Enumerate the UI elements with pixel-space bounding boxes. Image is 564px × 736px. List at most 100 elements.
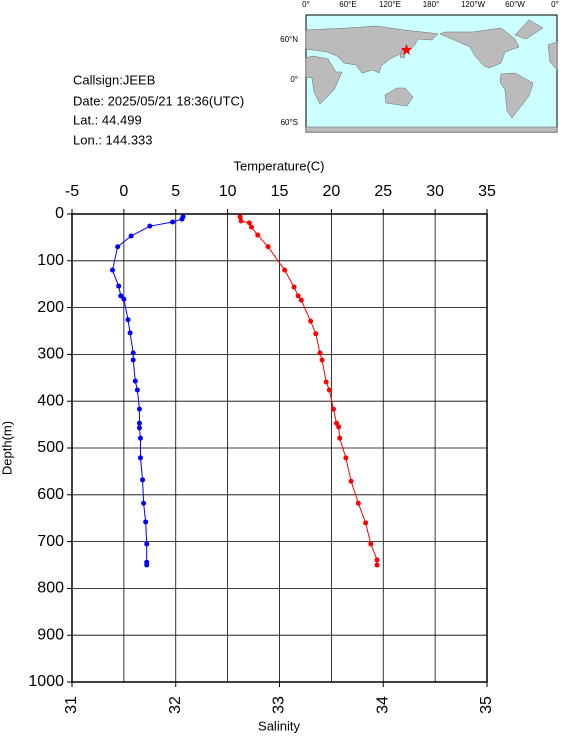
map-lon-label: 0° (302, 0, 310, 9)
australia (384, 87, 414, 107)
x-tick-label: 20 (322, 183, 340, 200)
eurasia (305, 25, 439, 74)
y-tick-label: 100 (37, 252, 64, 269)
profile-point (136, 406, 142, 412)
profile-point (130, 357, 136, 363)
profile-point (238, 218, 244, 224)
profile-point (125, 317, 131, 323)
profile-point (144, 541, 150, 547)
profile-point (374, 557, 380, 563)
profile-point (355, 500, 361, 506)
station-marker (401, 44, 412, 55)
map-lon-label: 120°E (379, 0, 401, 9)
map-lon-label: 180° (423, 0, 440, 9)
y-tick-label: 200 (37, 299, 64, 316)
profile-point (246, 220, 252, 226)
plot-frame (71, 213, 488, 683)
profile-point (136, 420, 142, 426)
profile-point (348, 478, 354, 484)
profile-point (132, 378, 138, 384)
info-line: Lon.: 144.333 (73, 132, 153, 147)
profile-point (170, 219, 176, 225)
map-lat-label: 60°N (280, 35, 298, 44)
profile-point (336, 424, 342, 430)
profile-point (330, 406, 336, 412)
y-tick-label: 0 (55, 205, 64, 222)
x-tick-label: -5 (65, 183, 79, 200)
profile-point (374, 562, 380, 568)
profile-point (337, 435, 343, 441)
profile-point (137, 435, 143, 441)
x-tick-label: 5 (171, 183, 180, 200)
map-lon-label: 120°W (461, 0, 486, 9)
x2-tick-label: 32 (167, 696, 184, 714)
profile-point (255, 232, 261, 238)
profile-point (147, 223, 153, 229)
profile-point (128, 233, 134, 239)
profile-point (265, 244, 271, 250)
profile-point (319, 357, 325, 363)
profile-point (291, 284, 297, 290)
profile-point (137, 455, 143, 461)
y-tick-label: 600 (37, 486, 64, 503)
profile-line (239, 216, 378, 565)
y-tick-label: 300 (37, 346, 64, 363)
x2-tick-label: 33 (271, 696, 288, 714)
profile-point (313, 331, 319, 337)
x2-tick-label: 34 (374, 696, 391, 714)
map-lon-label: 60°W (505, 0, 525, 9)
info-line: Lat.: 44.499 (73, 112, 142, 127)
north-america (439, 27, 520, 69)
y-tick-label: 700 (37, 533, 64, 550)
x2-tick-label: 31 (63, 696, 80, 714)
map-lon-label: 60°E (339, 0, 356, 9)
y-tick-label: 900 (37, 626, 64, 643)
profile-point (323, 379, 329, 385)
profile-point (141, 500, 147, 506)
profile-line (111, 216, 184, 565)
south-america (499, 72, 534, 119)
x-axis-title: Temperature(C) (233, 158, 324, 173)
profile-point (116, 283, 122, 289)
profile-point (130, 350, 136, 356)
x-tick-label: 30 (426, 183, 444, 200)
profile-point (144, 562, 150, 568)
africa (305, 55, 343, 105)
map-lon-label: 0° (551, 0, 559, 9)
profile-point (343, 455, 349, 461)
x-tick-label: 35 (478, 183, 496, 200)
profile-point (334, 420, 340, 426)
europe-africa-edge (547, 41, 558, 71)
map-lat-label: 0° (290, 75, 298, 84)
profile-point (368, 541, 374, 547)
info-line: Date: 2025/05/21 18:36(UTC) (73, 93, 244, 108)
profile-point (237, 214, 243, 220)
profile-point (109, 267, 115, 273)
map-lat-label: 60°S (281, 118, 298, 127)
profile-point (143, 519, 149, 525)
profile-point (308, 318, 314, 324)
antarctica (305, 126, 558, 133)
profile-point (136, 425, 142, 431)
profile-point (317, 350, 323, 356)
profile-point (140, 477, 146, 483)
x2-tick-label: 35 (478, 696, 495, 714)
y-axis-title: Depth(m) (0, 421, 14, 475)
profile-point (134, 387, 140, 393)
profile-point (127, 330, 133, 336)
x-tick-label: 10 (219, 183, 237, 200)
greenland (514, 19, 544, 40)
y-tick-label: 1000 (28, 673, 64, 690)
info-line: Callsign:JEEB (73, 72, 155, 87)
map: 0° 60°E 120°E 180° 120°W 60°W 0° 60°N 0°… (280, 0, 559, 133)
profile-point (295, 293, 301, 299)
x-tick-label: 15 (271, 183, 289, 200)
profile-point (298, 297, 304, 303)
profile-point (121, 296, 127, 302)
y-tick-label: 400 (37, 392, 64, 409)
profile-point (248, 224, 254, 230)
y-tick-label: 500 (37, 439, 64, 456)
profile-point (363, 520, 369, 526)
